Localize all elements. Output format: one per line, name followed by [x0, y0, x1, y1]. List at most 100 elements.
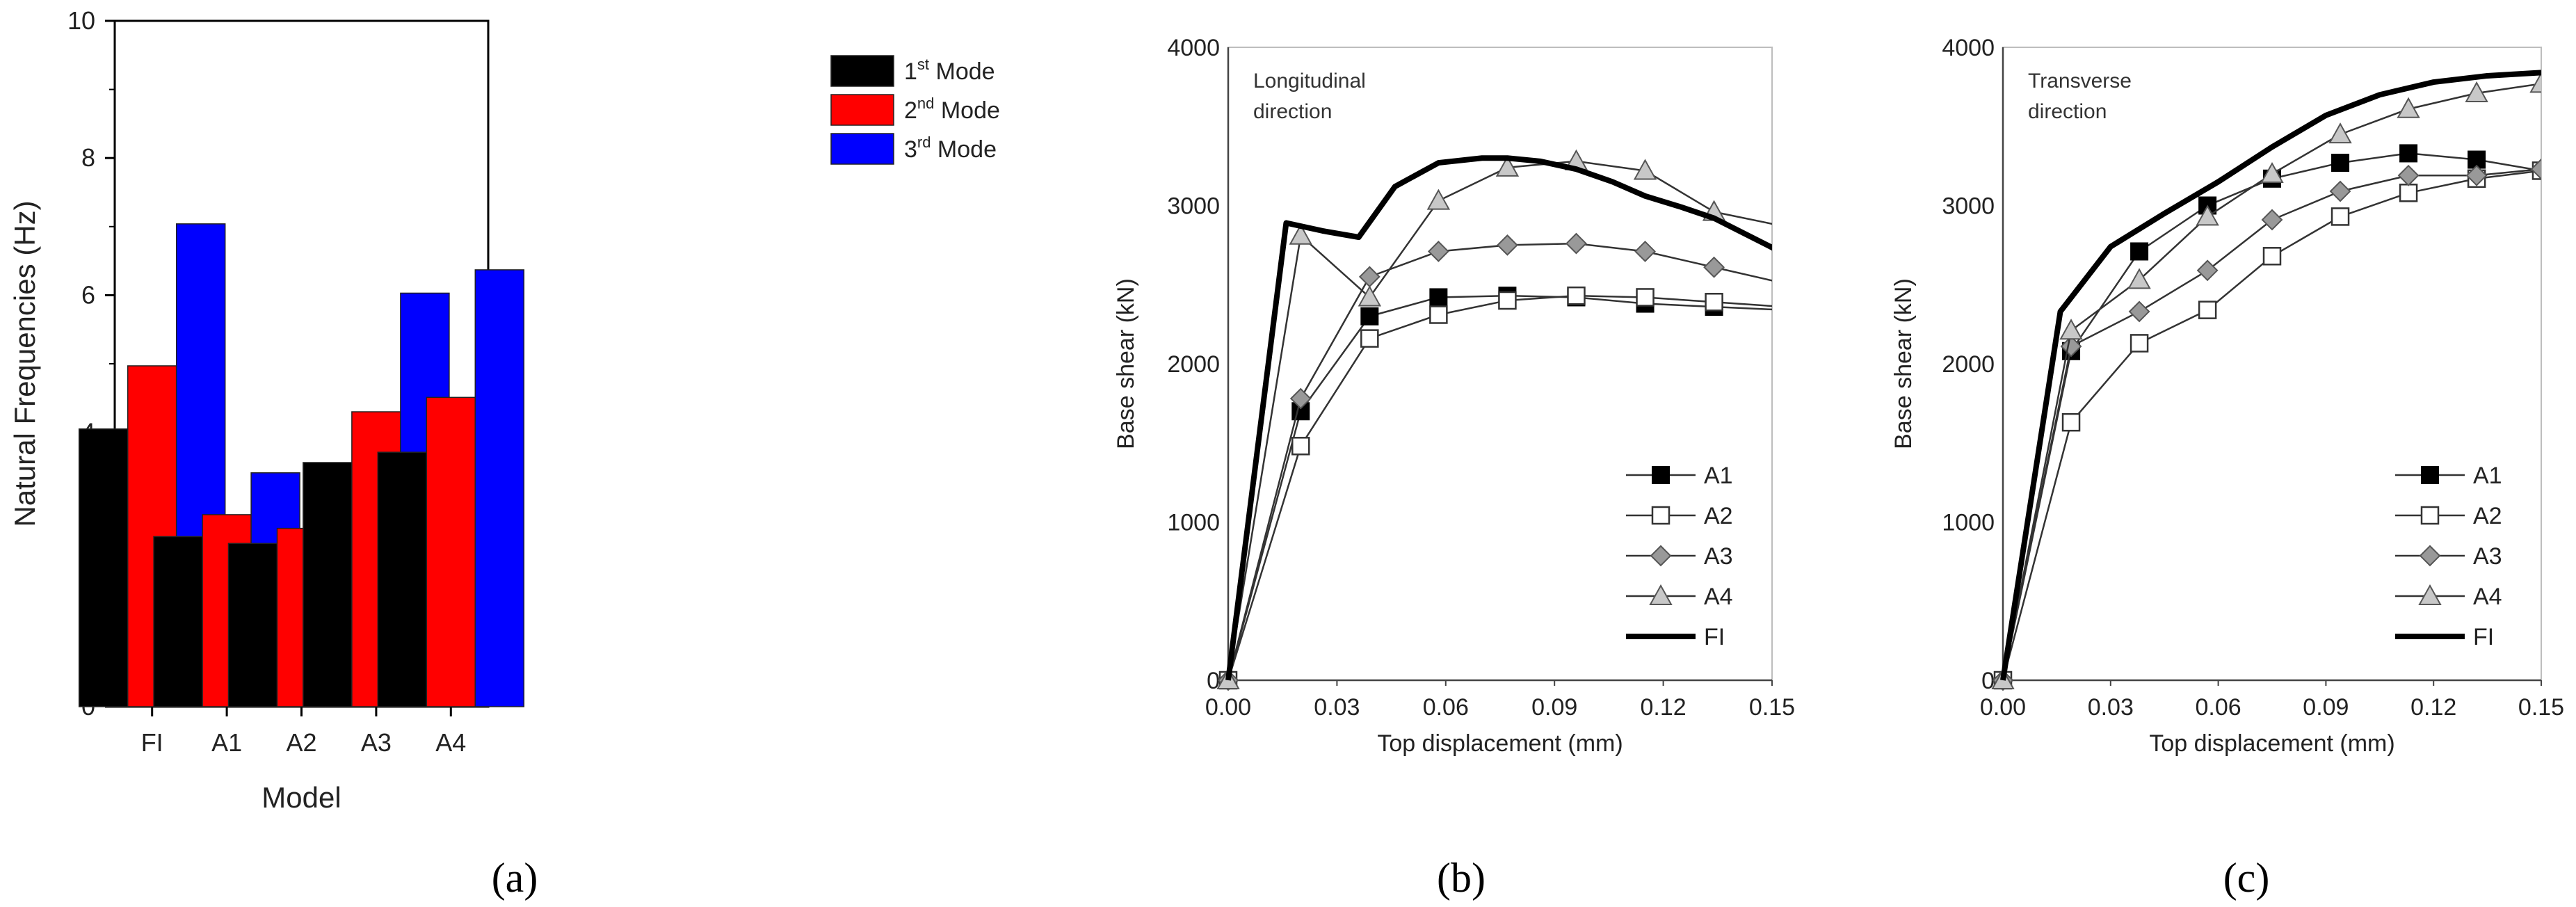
- data-point: [1289, 387, 1312, 410]
- legend-label: A4: [2473, 584, 2502, 610]
- bar: [153, 536, 203, 707]
- y-tick-label: 0: [1981, 668, 1995, 694]
- data-point: [2260, 161, 2284, 183]
- data-point: [1358, 285, 1382, 307]
- y-axis-label: Natural Frequencies (Hz): [8, 200, 41, 527]
- x-tick-label: A1: [211, 728, 242, 757]
- y-tick-label: 1000: [1167, 510, 1220, 536]
- data-point: [2262, 247, 2282, 266]
- bar: [303, 462, 353, 707]
- data-point: [1636, 288, 1655, 307]
- series-group: [1991, 70, 2541, 691]
- data-point: [2465, 81, 2488, 102]
- data-point: [1565, 232, 1587, 255]
- x-tick-label: 0.06: [1423, 694, 1469, 721]
- data-point: [2529, 72, 2541, 93]
- bar-chart-a: 0246810FIA1A2A3A4ModelNatural Frequencie…: [8, 6, 1000, 814]
- y-axis-label: Base shear (kN): [1113, 278, 1139, 449]
- x-axis-label: Top displacement (mm): [2149, 730, 2394, 757]
- legend-label: A1: [2473, 463, 2502, 489]
- x-tick-label: 0.12: [2410, 694, 2456, 721]
- data-point: [2399, 144, 2418, 163]
- y-tick-label: 3000: [1167, 193, 1220, 220]
- data-point: [1427, 241, 1449, 262]
- legend-label: 2nd Mode: [904, 95, 1000, 124]
- y-tick-label: 2000: [1167, 351, 1220, 378]
- data-point: [2331, 154, 2350, 172]
- data-point: [1649, 584, 1673, 605]
- bar: [426, 396, 476, 707]
- legend-label: A3: [2473, 543, 2502, 570]
- data-point: [1360, 307, 1379, 326]
- y-tick-label: 1000: [1942, 510, 1995, 536]
- data-point: [2130, 242, 2149, 261]
- panel-label-b: (b): [1437, 855, 1486, 901]
- data-point: [2261, 209, 2283, 231]
- annotation-text: direction: [1253, 100, 1332, 123]
- legend-label: 3rd Mode: [904, 134, 997, 163]
- data-point: [2329, 180, 2351, 202]
- y-tick-label: 4000: [1942, 35, 1995, 61]
- data-point: [1634, 241, 1656, 262]
- data-point: [1650, 545, 1672, 567]
- data-point: [2130, 334, 2149, 353]
- panel-label-a: (a): [492, 855, 538, 901]
- y-tick-label: 0: [1207, 668, 1220, 694]
- legend-swatch: [830, 133, 894, 165]
- x-tick-label: 0.15: [2518, 694, 2564, 721]
- data-point: [2399, 184, 2418, 202]
- bar: [377, 451, 428, 707]
- data-point: [2421, 466, 2439, 484]
- x-tick-label: 0.09: [2303, 694, 2349, 721]
- data-point: [2328, 122, 2352, 144]
- data-point: [1426, 188, 1451, 210]
- legend-label: A2: [1704, 503, 1733, 529]
- x-tick-label: A4: [435, 728, 466, 757]
- series-group: [1216, 149, 1772, 691]
- x-tick-label: A3: [361, 728, 392, 757]
- data-point: [1651, 506, 1671, 525]
- series-line: [1225, 155, 1772, 681]
- data-point: [2397, 97, 2420, 118]
- legend-label: A1: [1704, 463, 1733, 489]
- line-chart-c: 0 1000 2000 3000 4000 0.00 0.03 0.06 0.09 0.12 0.1…: [1890, 35, 2564, 757]
- data-point: [1567, 286, 1586, 305]
- legend-label: FI: [2473, 624, 2494, 650]
- data-point: [2061, 412, 2081, 432]
- data-point: [1633, 159, 1657, 180]
- data-point: [1495, 155, 1520, 177]
- data-point: [2198, 300, 2217, 319]
- annotation-text: Longitudinal: [1253, 70, 1366, 93]
- plot-frame: [1227, 47, 1773, 681]
- data-point: [2419, 545, 2441, 567]
- data-point: [2397, 164, 2420, 186]
- y-tick-label: 8: [81, 143, 95, 172]
- x-tick-label: 0.09: [1531, 694, 1577, 721]
- x-tick-label: 0.00: [1980, 694, 2026, 721]
- legend-label: A4: [1704, 584, 1733, 610]
- bar: [227, 543, 278, 707]
- series-line: [2002, 168, 2541, 681]
- legend-label: A3: [1704, 543, 1733, 570]
- y-tick-label: 10: [67, 6, 95, 35]
- y-tick-label: 6: [81, 280, 95, 309]
- legend-swatch: [830, 94, 894, 126]
- y-tick-label: 4000: [1167, 35, 1220, 61]
- legend-swatch: [830, 55, 894, 87]
- x-tick-label: A2: [286, 728, 316, 757]
- data-point: [2418, 584, 2442, 605]
- data-point: [1291, 437, 1310, 456]
- data-point: [2128, 300, 2150, 323]
- data-point: [2196, 204, 2219, 226]
- data-point: [2331, 207, 2350, 226]
- bar: [78, 428, 129, 707]
- x-tick-label: 0.03: [2088, 694, 2134, 721]
- x-axis-label: Top displacement (mm): [1377, 730, 1623, 757]
- series-line: [2002, 152, 2541, 681]
- data-point: [1429, 288, 1448, 307]
- x-tick-label: 0.06: [2196, 694, 2241, 721]
- y-tick-label: 3000: [1942, 193, 1995, 220]
- x-tick-label: 0.03: [1314, 694, 1360, 721]
- annotation-text: Transverse: [2028, 70, 2132, 93]
